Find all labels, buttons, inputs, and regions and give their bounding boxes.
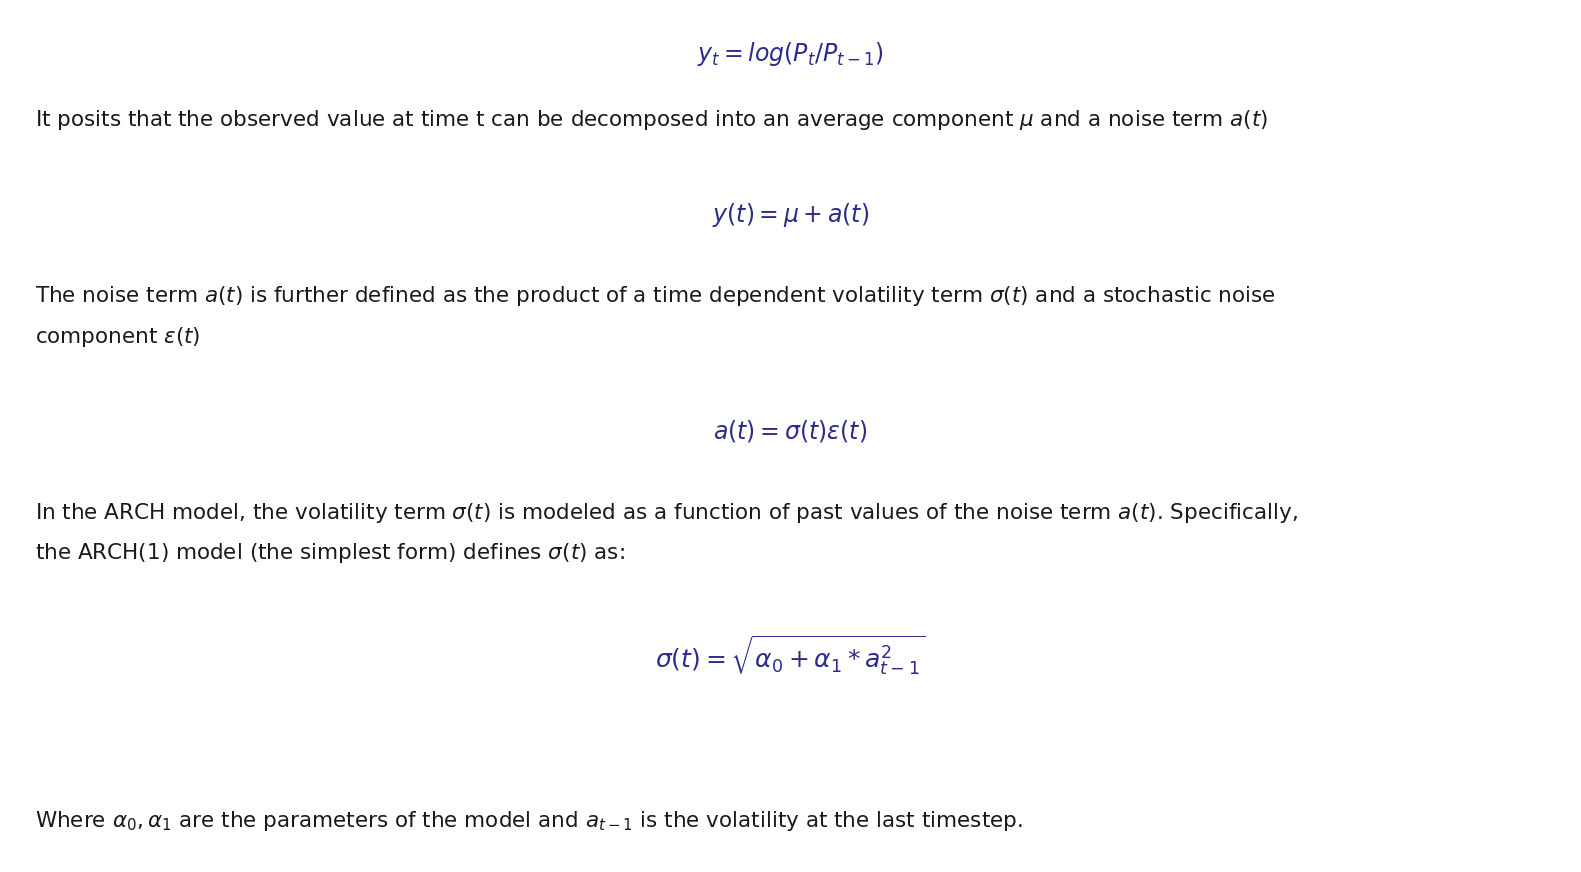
Text: $y(t) = \mu + a(t)$: $y(t) = \mu + a(t)$ — [711, 201, 870, 228]
Text: Where $\alpha_0, \alpha_1$ are the parameters of the model and $a_{t-1}$ is the : Where $\alpha_0, \alpha_1$ are the param… — [35, 809, 1023, 834]
Text: $y_t = log(P_t/P_{t-1})$: $y_t = log(P_t/P_{t-1})$ — [697, 40, 884, 68]
Text: The noise term $a(t)$ is further defined as the product of a time dependent vola: The noise term $a(t)$ is further defined… — [35, 284, 1276, 309]
Text: component $\epsilon(t)$: component $\epsilon(t)$ — [35, 324, 201, 349]
Text: In the ARCH model, the volatility term $\sigma(t)$ is modeled as a function of p: In the ARCH model, the volatility term $… — [35, 501, 1298, 525]
Text: $\sigma(t) = \sqrt{\alpha_0 + \alpha_1 * a_{t-1}^2}$: $\sigma(t) = \sqrt{\alpha_0 + \alpha_1 *… — [656, 634, 925, 678]
Text: the ARCH(1) model (the simplest form) defines $\sigma(t)$ as:: the ARCH(1) model (the simplest form) de… — [35, 541, 624, 565]
Text: It posits that the observed value at time t can be decomposed into an average co: It posits that the observed value at tim… — [35, 108, 1268, 133]
Text: $a(t) = \sigma(t)\epsilon(t)$: $a(t) = \sigma(t)\epsilon(t)$ — [713, 418, 868, 444]
